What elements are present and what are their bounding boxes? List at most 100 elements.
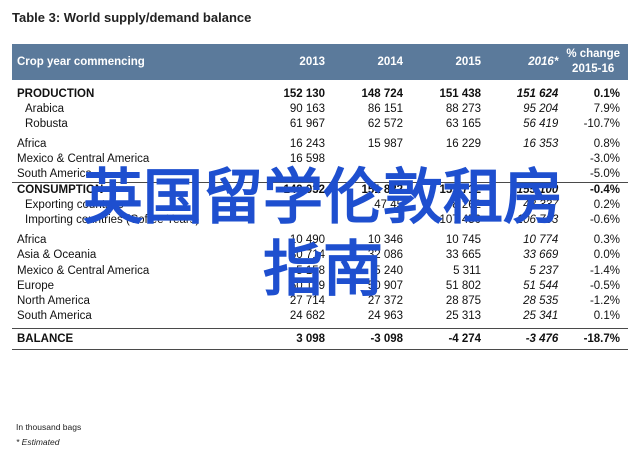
cell-2013: 10 490 xyxy=(289,234,326,247)
column-header-2015: 2015 xyxy=(455,56,482,68)
cell-2014: 151 822 xyxy=(333,181,412,198)
cell-2016: 10 774 xyxy=(523,234,559,247)
cell-2014 xyxy=(333,151,411,166)
cell-pct-change: -0.4% xyxy=(566,181,628,198)
cell-2013: 24 682 xyxy=(289,309,326,322)
row-label: Asia & Oceania xyxy=(17,249,97,262)
cell-2015: 51 802 xyxy=(445,279,482,292)
table-row-importing-countries: Importing countries (Coffee Years) 107 4… xyxy=(12,213,628,228)
cell-pct-change: -5.0% xyxy=(589,168,620,181)
column-header-crop-year: Crop year commencing xyxy=(17,56,145,68)
cell-2016: 151 624 xyxy=(516,87,559,100)
cell-2015 xyxy=(411,151,489,166)
cell-2014: 27 372 xyxy=(367,294,404,307)
row-label: PRODUCTION xyxy=(17,87,95,100)
footnote-units: In thousand bags xyxy=(16,422,82,432)
cell-2013: 3 098 xyxy=(259,328,334,351)
cell-2016: 155 100 xyxy=(489,181,567,198)
cell-2014: 148 724 xyxy=(361,87,404,100)
cell-2014: 62 572 xyxy=(367,117,404,130)
cell-2013: 27 714 xyxy=(289,294,326,307)
cell-2016 xyxy=(489,166,566,182)
cell-2016: 106 763 xyxy=(516,214,559,227)
row-label: Mexico & Central America xyxy=(17,152,150,165)
table-row-consumption-south-america: South America 24 682 24 963 25 313 25 34… xyxy=(12,308,628,323)
table-row-europe: Europe 50 169 50 907 51 802 51 544 -0.5% xyxy=(12,278,628,293)
cell-2014: 24 963 xyxy=(367,309,404,322)
pct-change-label: % change xyxy=(566,48,620,60)
table-row-north-america: North America 27 714 27 372 28 875 28 53… xyxy=(12,293,628,308)
cell-2014: -3 098 xyxy=(333,328,412,351)
cell-2013 xyxy=(260,213,333,228)
table-row-production-mexico-central-america: Mexico & Central America 16 598 -3.0% xyxy=(12,151,628,166)
cell-2014: 15 987 xyxy=(367,137,404,150)
cell-2015: 155 712 xyxy=(411,181,490,198)
cell-2015: 33 665 xyxy=(445,249,482,262)
table-row-arabica: Arabica 90 163 86 151 88 273 95 204 7.9% xyxy=(12,101,628,116)
cell-pct-change: 0.0% xyxy=(593,249,620,262)
cell-2014: 10 346 xyxy=(367,234,404,247)
cell-2013: 16 598 xyxy=(289,152,326,165)
cell-2015: 88 273 xyxy=(445,102,482,115)
cell-2013: 50 169 xyxy=(289,279,326,292)
cell-pct-change: 7.9% xyxy=(593,102,620,115)
cell-2014 xyxy=(333,166,411,182)
cell-pct-change: 0.1% xyxy=(593,87,620,100)
cell-2016: 56 419 xyxy=(523,117,559,130)
row-label: South America xyxy=(17,309,92,322)
column-header-2016: 2016* xyxy=(528,56,559,68)
table-row-balance: BALANCE 3 098 -3 098 -4 274 -3 476 -18.7… xyxy=(12,328,628,351)
row-label: Robusta xyxy=(25,117,68,130)
column-header-pct-change: % change 2015-16 xyxy=(566,44,628,80)
table-title: Table 3: World supply/demand balance xyxy=(12,10,252,25)
cell-2013 xyxy=(260,198,333,213)
row-label: Exporting countries xyxy=(25,199,124,212)
row-label: Africa xyxy=(17,137,47,150)
cell-pct-change: 0.1% xyxy=(593,309,620,322)
cell-pct-change: -18.7% xyxy=(566,328,628,351)
cell-2013 xyxy=(260,166,333,182)
row-label: South America xyxy=(17,168,92,181)
cell-2013: 90 163 xyxy=(289,102,326,115)
table-row-production-south-america: South America -5.0% xyxy=(12,166,628,182)
table-row-exporting-countries: Exporting countries 47 45 48 262 48 337 … xyxy=(12,198,628,213)
cell-pct-change: -1.4% xyxy=(589,264,620,277)
cell-pct-change: -0.5% xyxy=(589,279,620,292)
cell-2016: 51 544 xyxy=(523,279,559,292)
table-row-consumption-africa: Africa 10 490 10 346 10 745 10 774 0.3% xyxy=(12,233,628,248)
cell-2015: 28 875 xyxy=(445,294,482,307)
column-header-2013: 2013 xyxy=(299,56,326,68)
cell-pct-change: -3.0% xyxy=(589,152,620,165)
row-label: Importing countries (Coffee Years) xyxy=(25,214,200,227)
cell-2015: 48 262 xyxy=(445,199,482,212)
cell-2014: 50 907 xyxy=(367,279,404,292)
cell-2015: 10 745 xyxy=(445,234,482,247)
cell-pct-change: -1.2% xyxy=(589,294,620,307)
cell-2013: 149 032 xyxy=(259,181,334,198)
cell-2015: 5 311 xyxy=(453,264,482,277)
cell-pct-change: 0.2% xyxy=(593,199,620,212)
table-row-production: PRODUCTION 152 130 148 724 151 438 151 6… xyxy=(12,80,628,101)
cell-2016: 48 337 xyxy=(523,199,559,212)
cell-2014: 32 086 xyxy=(367,249,404,262)
supply-demand-table: Crop year commencing 2013 2014 2015 2016… xyxy=(12,44,628,351)
table-row-robusta: Robusta 61 967 62 572 63 165 56 419 -10.… xyxy=(12,116,628,131)
table-row-consumption: CONSUMPTION 149 032 151 822 155 712 155 … xyxy=(12,181,628,198)
cell-2016: 25 341 xyxy=(523,309,559,322)
row-label: Arabica xyxy=(25,102,64,115)
cell-2013: 30 714 xyxy=(289,249,326,262)
cell-2013: 5 158 xyxy=(296,264,326,277)
table-row-production-africa: Africa 16 243 15 987 16 229 16 353 0.8% xyxy=(12,136,628,151)
cell-2014: 47 45 xyxy=(374,199,404,212)
cell-2015: -4 274 xyxy=(411,328,490,351)
cell-2016: 16 353 xyxy=(523,137,559,150)
column-header-2014: 2014 xyxy=(377,56,404,68)
cell-2015: 107 450 xyxy=(439,214,482,227)
cell-2016 xyxy=(489,151,566,166)
row-label: Europe xyxy=(17,279,55,292)
cell-2016: 95 204 xyxy=(523,102,559,115)
cell-pct-change: 0.8% xyxy=(593,137,620,150)
cell-2014 xyxy=(333,213,411,228)
header-row: Crop year commencing 2013 2014 2015 2016… xyxy=(12,44,628,80)
cell-2013: 16 243 xyxy=(289,137,326,150)
